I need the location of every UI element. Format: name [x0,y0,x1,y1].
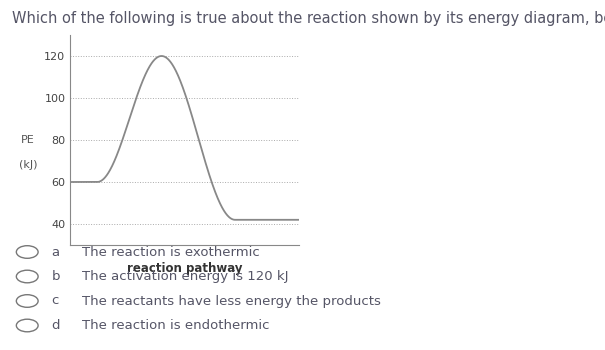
Text: The reactants have less energy the products: The reactants have less energy the produ… [82,294,381,308]
Text: The activation energy is 120 kJ: The activation energy is 120 kJ [82,270,288,283]
Text: c: c [51,294,59,308]
Text: The reaction is endothermic: The reaction is endothermic [82,319,269,332]
Text: d: d [51,319,60,332]
Text: Which of the following is true about the reaction shown by its energy diagram, b: Which of the following is true about the… [12,10,605,26]
Text: a: a [51,245,59,259]
Text: b: b [51,270,60,283]
Text: (kJ): (kJ) [19,160,38,170]
Text: PE: PE [21,135,35,145]
Text: reaction pathway: reaction pathway [127,262,242,275]
Text: The reaction is exothermic: The reaction is exothermic [82,245,260,259]
